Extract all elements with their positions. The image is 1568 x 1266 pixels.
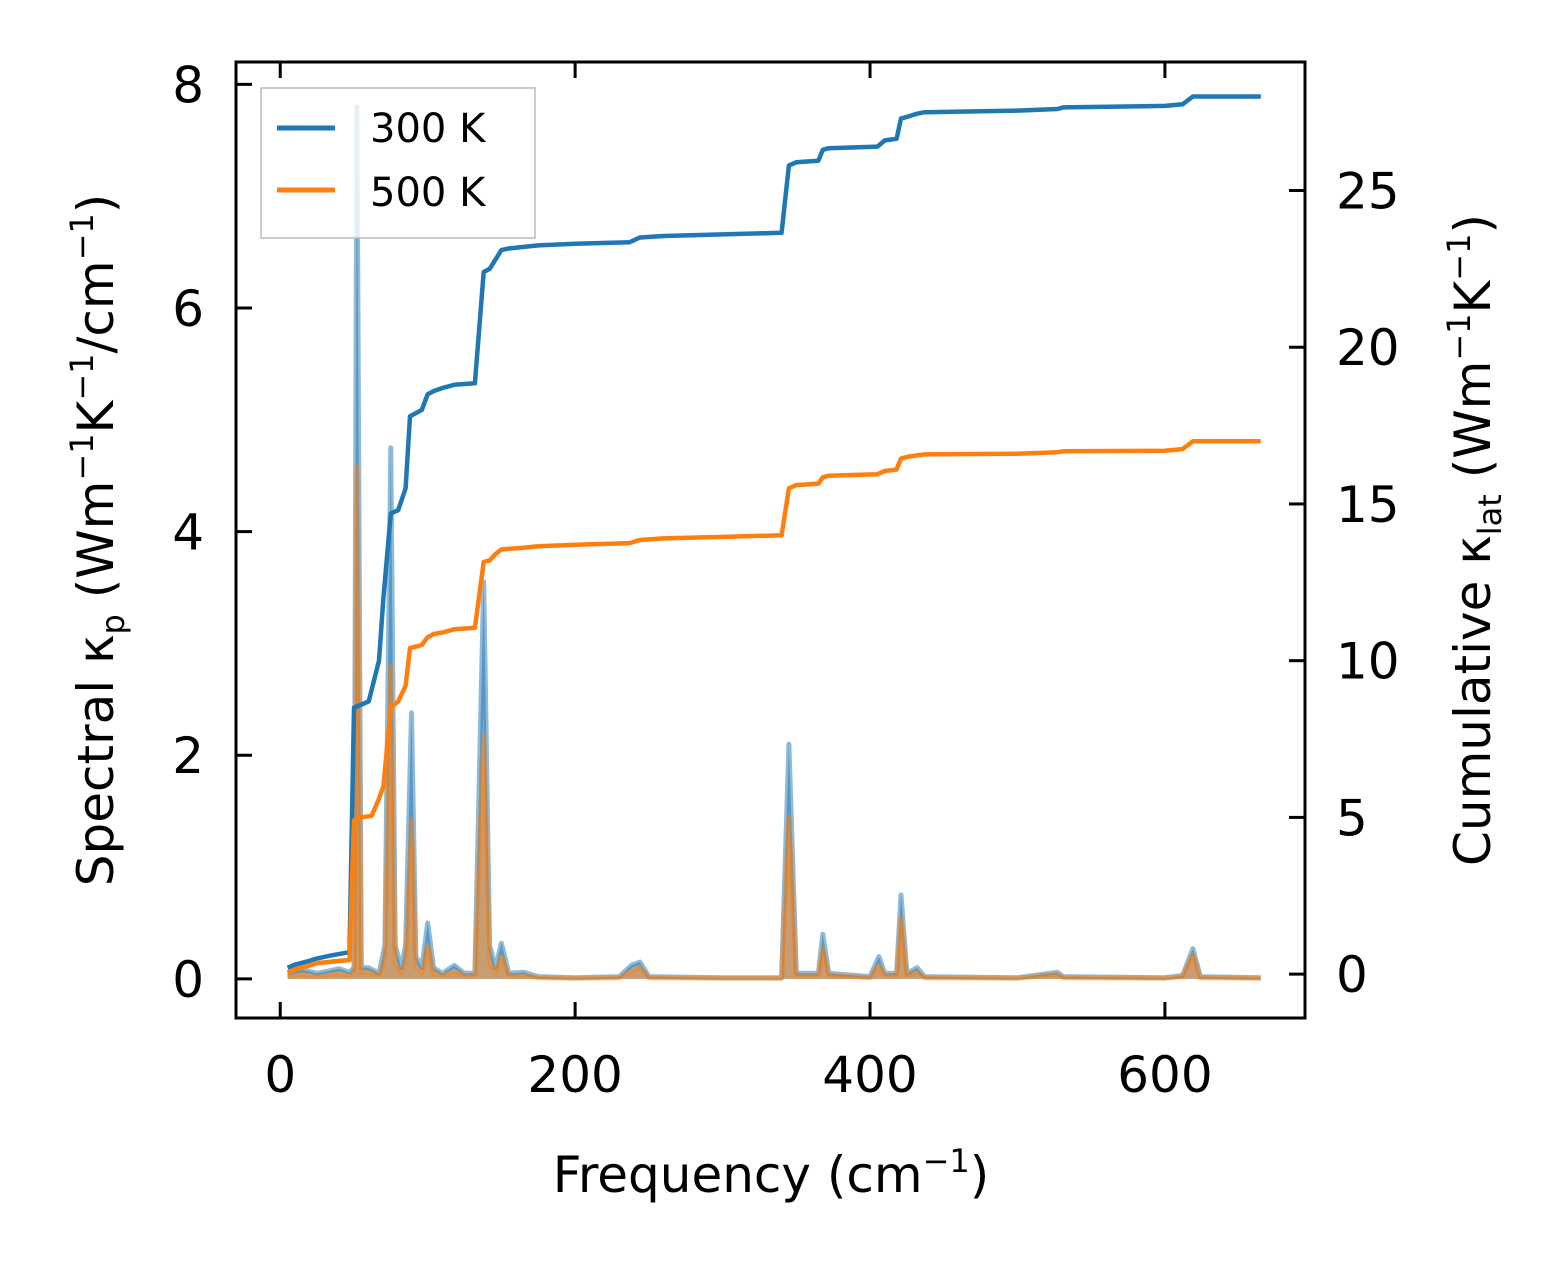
y-left-tick-label-8: 8 [172,56,204,114]
y-left-tick-label-4: 4 [172,504,204,562]
legend-label-500k: 500 K [370,170,487,216]
y-right-tick-label-15: 15 [1336,476,1400,534]
axis-ticks: 0 200 400 600 0 2 4 6 8 0 5 10 15 20 25 [172,56,1399,1104]
x-tick-label-0: 0 [264,1046,296,1104]
cumulative-line-500k [286,439,1261,975]
cumulative-line-300k [286,94,1261,970]
legend-label-300k: 300 K [370,106,487,152]
legend-box [260,87,536,239]
y-left-tick-label-0: 0 [172,951,204,1009]
plot-area [286,94,1261,981]
y-right-tick-label-5: 5 [1336,789,1368,847]
plot-frame [234,60,1307,1020]
plot-series-group [286,94,1261,981]
legend: 300 K 500 K [260,87,536,239]
y-axis-right-title: Cumulative κlat (Wm−1K−1) [1440,214,1509,866]
y-left-tick-label-6: 6 [172,280,204,338]
x-tick-label-600: 600 [1117,1046,1212,1104]
y-right-tick-label-25: 25 [1336,163,1400,221]
y-right-tick-label-20: 20 [1336,319,1400,377]
y-left-tick-label-2: 2 [172,727,204,785]
x-axis-title: Frequency (cm−1) [553,1142,990,1204]
spectral-line-500k [287,464,1261,981]
y-right-tick-label-10: 10 [1336,633,1400,691]
x-tick-label-400: 400 [822,1046,917,1104]
y-axis-left-title: Spectral κp (Wm−1K−1/cm−1) [63,194,132,887]
y-right-tick-label-0: 0 [1336,946,1368,1004]
x-tick-label-200: 200 [527,1046,622,1104]
